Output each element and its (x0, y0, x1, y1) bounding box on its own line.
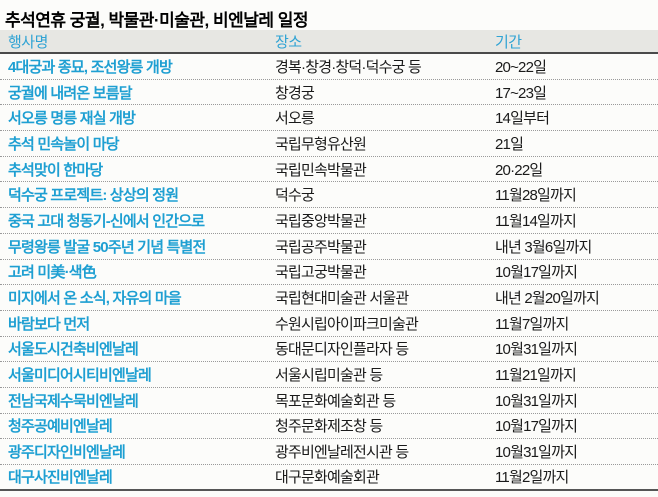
column-header-place: 장소 (275, 33, 302, 51)
table-row: 고려 미美·색色 국립고궁박물관 10월17일까지 (0, 259, 658, 286)
cell-place: 수원시립아이파크미술관 (275, 315, 419, 333)
table-row: 대구사진비엔날레 대구문화예술회관 11월2일까지 (0, 465, 658, 491)
cell-event-name: 4대궁과 종묘, 조선왕릉 개방 (8, 58, 173, 76)
cell-event-name: 궁궐에 내려온 보름달 (8, 84, 133, 102)
cell-period: 20·22일 (495, 161, 543, 179)
cell-place: 창경궁 (275, 84, 315, 102)
cell-event-name: 추석맞이 한마당 (8, 161, 103, 179)
cell-place: 국립민속박물관 (275, 161, 367, 179)
cell-event-name: 서울도시건축비엔날레 (8, 341, 139, 359)
table-row: 서울도시건축비엔날레 동대문디자인플라자 등 10월31일까지 (0, 336, 658, 363)
cell-event-name: 청주공예비엔날레 (8, 418, 113, 436)
cell-period: 11월21일까지 (495, 367, 577, 385)
cell-event-name: 전남국제수묵비엔날레 (8, 392, 139, 410)
cell-place: 대구문화예술회관 (275, 469, 380, 487)
cell-period: 10월31일까지 (495, 341, 578, 359)
cell-place: 청주문화제조창 등 (275, 418, 383, 436)
table-row: 광주디자인비엔날레 광주비엔날레전시관 등 10월31일까지 (0, 439, 658, 465)
cell-place: 동대문디자인플라자 등 (275, 341, 409, 359)
table-row: 추석 민속놀이 마당 국립무형유산원 21일 (0, 131, 658, 157)
cell-place: 국립무형유산원 (275, 135, 367, 153)
cell-event-name: 추석 민속놀이 마당 (8, 135, 120, 153)
cell-period: 10월17일까지 (495, 264, 578, 282)
cell-place: 덕수궁 (275, 187, 315, 205)
page-title: 추석연휴 궁궐, 박물관·미술관, 비엔날레 일정 (5, 11, 309, 30)
table-row: 청주공예비엔날레 청주문화제조창 등 10월17일까지 (0, 413, 658, 440)
cell-period: 10월31일까지 (495, 444, 578, 462)
cell-period: 11월7일까지 (495, 315, 569, 333)
cell-place: 서오릉 (275, 110, 315, 128)
cell-event-name: 대구사진비엔날레 (8, 469, 113, 487)
table-row: 궁궐에 내려온 보름달 창경궁 17~23일 (0, 79, 658, 106)
cell-period: 14일부터 (495, 110, 550, 128)
cell-period: 20~22일 (495, 58, 547, 76)
table-row: 추석맞이 한마당 국립민속박물관 20·22일 (0, 156, 658, 183)
cell-place: 서울시립미술관 등 (275, 367, 383, 385)
cell-place: 국립중앙박물관 (275, 212, 367, 230)
column-header-period: 기간 (495, 33, 522, 51)
cell-place: 경복·창경·창덕·덕수궁 등 (275, 58, 422, 76)
cell-period: 10월31일까지 (495, 392, 578, 410)
cell-event-name: 서오릉 명릉 재실 개방 (8, 110, 136, 128)
cell-place: 국립공주박물관 (275, 238, 367, 256)
cell-period: 내년 2월20일까지 (495, 290, 600, 308)
table-row: 무령왕릉 발굴 50주년 기념 특별전 국립공주박물관 내년 3월6일까지 (0, 233, 658, 260)
cell-place: 광주비엔날레전시관 등 (275, 444, 409, 462)
cell-period: 내년 3월6일까지 (495, 238, 592, 256)
schedule-table: 행사명 장소 기간 4대궁과 종묘, 조선왕릉 개방 경복·창경·창덕·덕수궁 등… (0, 30, 658, 491)
cell-event-name: 미지에서 온 소식, 자유의 마을 (8, 290, 182, 308)
cell-period: 11월14일까지 (495, 212, 577, 230)
table-row: 미지에서 온 소식, 자유의 마을 국립현대미술관 서울관 내년 2월20일까지 (0, 285, 658, 311)
table-row: 4대궁과 종묘, 조선왕릉 개방 경복·창경·창덕·덕수궁 등 20~22일 (0, 54, 658, 80)
cell-event-name: 중국 고대 청동기-신에서 인간으로 (8, 212, 205, 230)
cell-event-name: 서울미디어시티비엔날레 (8, 367, 152, 385)
table-header-row: 행사명 장소 기간 (0, 30, 658, 54)
table-row: 바람보다 먼저 수원시립아이파크미술관 11월7일까지 (0, 310, 658, 337)
table-row: 서울미디어시티비엔날레 서울시립미술관 등 11월21일까지 (0, 362, 658, 388)
cell-place: 목포문화예술회관 등 (275, 392, 396, 410)
table-row: 서오릉 명릉 재실 개방 서오릉 14일부터 (0, 105, 658, 132)
cell-event-name: 고려 미美·색色 (8, 264, 97, 282)
cell-event-name: 광주디자인비엔날레 (8, 444, 126, 462)
table-row: 전남국제수묵비엔날레 목포문화예술회관 등 10월31일까지 (0, 387, 658, 414)
cell-event-name: 덕수궁 프로젝트: 상상의 정원 (8, 187, 179, 205)
table-row: 덕수궁 프로젝트: 상상의 정원 덕수궁 11월28일까지 (0, 182, 658, 209)
cell-period: 11월2일까지 (495, 469, 569, 487)
column-header-event: 행사명 (8, 33, 48, 51)
cell-event-name: 무령왕릉 발굴 50주년 기념 특별전 (8, 238, 206, 256)
cell-event-name: 바람보다 먼저 (8, 315, 90, 333)
table-row: 중국 고대 청동기-신에서 인간으로 국립중앙박물관 11월14일까지 (0, 208, 658, 234)
cell-place: 국립현대미술관 서울관 (275, 290, 409, 308)
cell-period: 17~23일 (495, 84, 547, 102)
cell-period: 11월28일까지 (495, 187, 577, 205)
cell-place: 국립고궁박물관 (275, 264, 367, 282)
cell-period: 21일 (495, 135, 524, 153)
cell-period: 10월17일까지 (495, 418, 578, 436)
